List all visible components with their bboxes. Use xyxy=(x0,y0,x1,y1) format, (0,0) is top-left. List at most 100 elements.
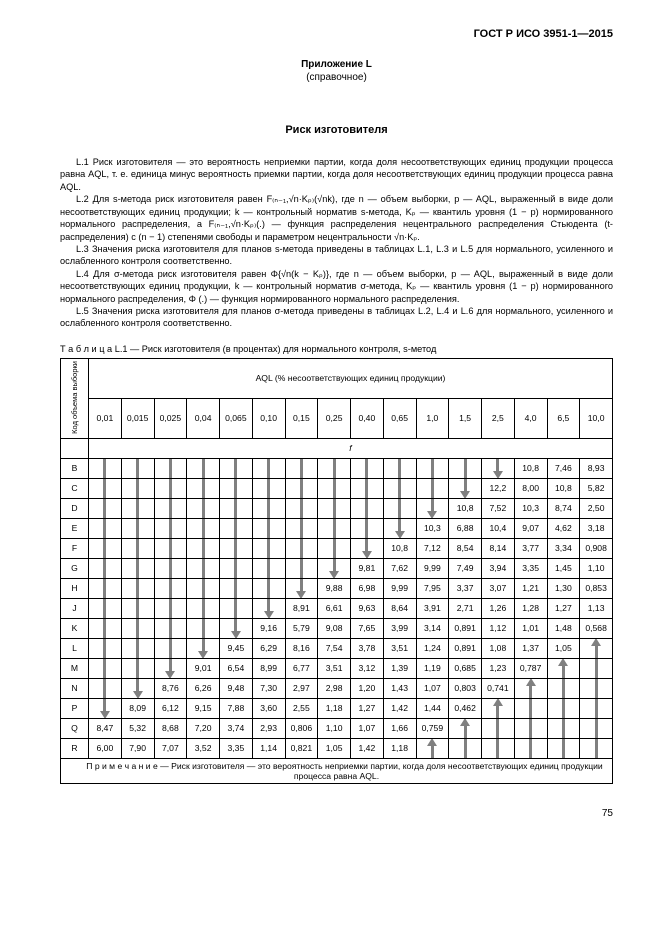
table-cell: 7,90 xyxy=(121,738,154,758)
table-cell: 6,29 xyxy=(252,638,285,658)
table-cell xyxy=(252,598,285,618)
table-cell: 0,685 xyxy=(449,658,482,678)
table-cell xyxy=(187,538,220,558)
table-cell: 2,98 xyxy=(318,678,351,698)
table-cell xyxy=(449,458,482,478)
row-label: F xyxy=(61,538,89,558)
table-cell: 9,63 xyxy=(351,598,384,618)
paragraph: L.5 Значения риска изготовителя для план… xyxy=(60,305,613,330)
table-cell xyxy=(89,698,122,718)
aql-col-header: 6,5 xyxy=(547,398,580,438)
table-cell: 0,787 xyxy=(514,658,547,678)
table-note: П р и м е ч а н и е — Риск изготовителя … xyxy=(61,758,613,783)
table-cell xyxy=(580,678,613,698)
table-cell: 1,08 xyxy=(482,638,515,658)
table-cell xyxy=(121,538,154,558)
row-label: H xyxy=(61,578,89,598)
table-cell xyxy=(89,658,122,678)
table-cell xyxy=(220,518,253,538)
table-cell: 10,8 xyxy=(514,458,547,478)
table-cell: 7,65 xyxy=(351,618,384,638)
table-cell: 7,54 xyxy=(318,638,351,658)
table-cell xyxy=(318,458,351,478)
table-cell: 5,82 xyxy=(580,478,613,498)
aql-col-header: 0,25 xyxy=(318,398,351,438)
table-cell: 8,99 xyxy=(252,658,285,678)
table-cell xyxy=(121,638,154,658)
table-cell: 8,16 xyxy=(285,638,318,658)
table-cell: 0,759 xyxy=(416,718,449,738)
table-cell: 1,20 xyxy=(351,678,384,698)
table-cell xyxy=(154,598,187,618)
table-cell: 0,821 xyxy=(285,738,318,758)
table-cell: 1,21 xyxy=(514,578,547,598)
row-label: K xyxy=(61,618,89,638)
table-cell: 10,8 xyxy=(547,478,580,498)
table-cell xyxy=(252,498,285,518)
table-cell xyxy=(351,538,384,558)
table-cell: 0,568 xyxy=(580,618,613,638)
table-cell: 1,66 xyxy=(383,718,416,738)
table-cell: 3,74 xyxy=(220,718,253,738)
table-cell: 7,20 xyxy=(187,718,220,738)
table-cell xyxy=(154,618,187,638)
aql-col-header: 2,5 xyxy=(482,398,515,438)
paragraph: L.1 Риск изготовителя — это вероятность … xyxy=(60,156,613,193)
table-cell xyxy=(187,558,220,578)
table-cell xyxy=(220,618,253,638)
table-cell: 3,78 xyxy=(351,638,384,658)
table-cell xyxy=(89,498,122,518)
table-cell xyxy=(89,618,122,638)
table-cell xyxy=(252,578,285,598)
table-cell: 1,42 xyxy=(351,738,384,758)
table-cell: 1,05 xyxy=(318,738,351,758)
table-cell: 3,52 xyxy=(187,738,220,758)
table-cell xyxy=(580,698,613,718)
table-cell: 0,803 xyxy=(449,678,482,698)
table-cell xyxy=(318,518,351,538)
table-cell xyxy=(121,558,154,578)
table-cell: 8,09 xyxy=(121,698,154,718)
table-cell: 3,99 xyxy=(383,618,416,638)
table-cell: 1,30 xyxy=(547,578,580,598)
paragraph: L.3 Значения риска изготовителя для план… xyxy=(60,243,613,268)
table-cell xyxy=(121,678,154,698)
table-cell: 3,51 xyxy=(383,638,416,658)
table-cell: 9,16 xyxy=(252,618,285,638)
paragraph: L.2 Для s-метода риск изготовителя равен… xyxy=(60,193,613,243)
table-cell: 1,24 xyxy=(416,638,449,658)
aql-col-header: 0,40 xyxy=(351,398,384,438)
table-cell: 1,19 xyxy=(416,658,449,678)
table-cell: 7,07 xyxy=(154,738,187,758)
table-cell xyxy=(252,458,285,478)
table-cell xyxy=(318,538,351,558)
table-cell: 1,45 xyxy=(547,558,580,578)
aql-col-header: 0,065 xyxy=(220,398,253,438)
table-cell xyxy=(547,698,580,718)
table-cell xyxy=(154,478,187,498)
row-label: C xyxy=(61,478,89,498)
table-cell: 9,48 xyxy=(220,678,253,698)
row-label: J xyxy=(61,598,89,618)
table-cell: 3,34 xyxy=(547,538,580,558)
table-cell: 6,88 xyxy=(449,518,482,538)
table-caption: Т а б л и ц а L.1 — Риск изготовителя (в… xyxy=(60,344,613,354)
table-cell: 7,62 xyxy=(383,558,416,578)
table-cell xyxy=(351,458,384,478)
table-cell: 6,77 xyxy=(285,658,318,678)
table-cell: 10,4 xyxy=(482,518,515,538)
corner-header: Код объема выборки xyxy=(61,358,89,438)
table-cell xyxy=(252,518,285,538)
appendix-block: Приложение L (справочное) xyxy=(60,58,613,84)
table-cell: 2,71 xyxy=(449,598,482,618)
table-cell: 7,30 xyxy=(252,678,285,698)
table-cell xyxy=(449,718,482,738)
table-cell: 3,77 xyxy=(514,538,547,558)
table-cell xyxy=(187,598,220,618)
aql-col-header: 0,04 xyxy=(187,398,220,438)
table-cell xyxy=(547,678,580,698)
table-cell: 8,64 xyxy=(383,598,416,618)
table-cell xyxy=(514,718,547,738)
table-cell: 8,68 xyxy=(154,718,187,738)
table-cell xyxy=(580,738,613,758)
